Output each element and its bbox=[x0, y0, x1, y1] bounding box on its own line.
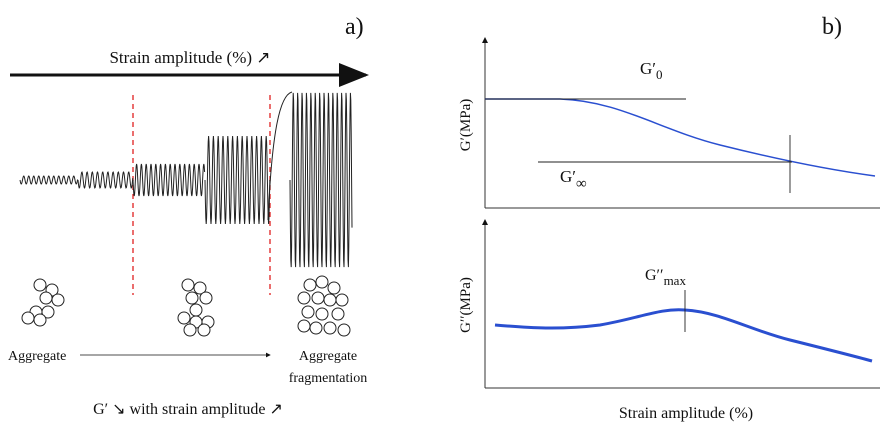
particle bbox=[323, 293, 337, 307]
gmax-main: G′′ bbox=[645, 267, 664, 284]
particle bbox=[331, 307, 345, 321]
g0-label: G′0 bbox=[640, 59, 663, 82]
aggregates bbox=[21, 275, 351, 337]
gmax-sub: max bbox=[664, 273, 687, 288]
particle bbox=[193, 281, 207, 295]
particle bbox=[185, 291, 199, 305]
wave bbox=[19, 175, 79, 185]
particle bbox=[51, 293, 65, 307]
x-label: Strain amplitude (%) bbox=[619, 405, 753, 422]
gmax-label: G′′max bbox=[645, 267, 686, 288]
wave bbox=[77, 171, 134, 189]
particle bbox=[309, 321, 323, 335]
panel-label: a) bbox=[345, 14, 364, 40]
particle bbox=[335, 293, 349, 307]
particle bbox=[41, 305, 55, 319]
fragmentation-label: fragmentation bbox=[289, 371, 368, 386]
particle bbox=[311, 291, 325, 305]
ginf-main: G′ bbox=[560, 167, 576, 186]
y-label: G′′(MPa) bbox=[458, 277, 474, 333]
aggregate-label: Aggregate bbox=[8, 349, 66, 364]
g0-main: G′ bbox=[640, 59, 656, 78]
particle bbox=[301, 305, 315, 319]
particle bbox=[39, 291, 53, 305]
panel-label: b) bbox=[822, 14, 842, 40]
particle bbox=[199, 291, 213, 305]
particle bbox=[189, 303, 203, 317]
wave bbox=[204, 135, 271, 225]
particle bbox=[315, 275, 329, 289]
particle bbox=[183, 323, 197, 337]
ginf-sub: ∞ bbox=[576, 176, 587, 192]
fragmentation-label: Aggregate bbox=[299, 349, 357, 364]
g0-sub: 0 bbox=[656, 67, 663, 82]
particle bbox=[337, 323, 351, 337]
arrow-label: Strain amplitude (%) ↗ bbox=[109, 48, 270, 67]
wave bbox=[289, 92, 353, 268]
g-double-prime-curve bbox=[494, 308, 873, 363]
particle bbox=[327, 281, 341, 295]
particle bbox=[181, 278, 195, 292]
ginf-label: G′∞ bbox=[560, 167, 587, 192]
y-label: G′(MPa) bbox=[458, 99, 474, 151]
wave bbox=[267, 91, 293, 221]
particle bbox=[323, 321, 337, 335]
caption: G′ ↘ with strain amplitude ↗ bbox=[93, 401, 283, 418]
particle bbox=[297, 291, 311, 305]
particle bbox=[21, 311, 35, 325]
particle bbox=[177, 311, 191, 325]
particle bbox=[197, 323, 211, 337]
g-prime-curve bbox=[485, 98, 876, 177]
strain-waves bbox=[19, 91, 353, 268]
wave bbox=[132, 163, 206, 197]
particle bbox=[297, 319, 311, 333]
particle bbox=[315, 307, 329, 321]
particle bbox=[33, 313, 47, 327]
particle bbox=[33, 278, 47, 292]
particle bbox=[303, 278, 317, 292]
